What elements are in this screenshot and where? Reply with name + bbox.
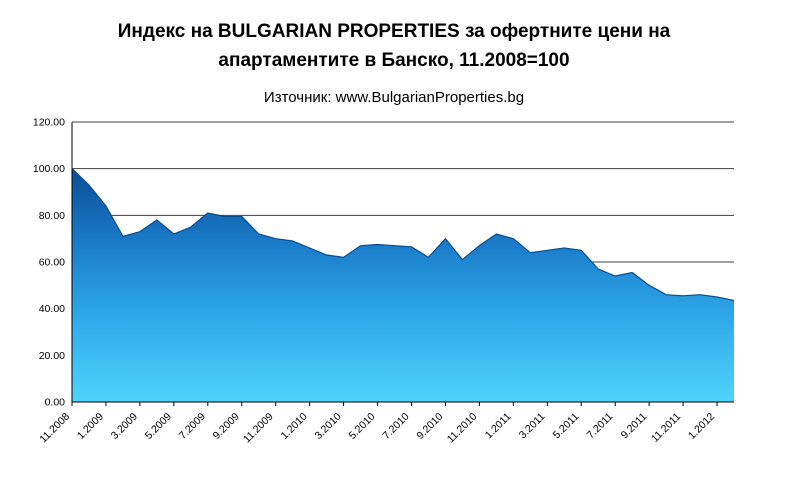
x-tick-label: 11.2010	[445, 411, 480, 446]
chart-source: Източник: www.BulgarianProperties.bg	[263, 89, 525, 106]
x-tick-label: 9.2010	[414, 411, 445, 442]
x-tick-label: 11.2009	[241, 411, 276, 446]
y-tick-label: 100.00	[33, 163, 65, 175]
x-tick-label: 5.2011	[551, 411, 582, 442]
area-chart: 0.00 20.00 40.00 60.00 80.00 100.00 120.00 11.2…	[33, 117, 735, 446]
area-series	[72, 168, 734, 402]
y-tick-label: 40.00	[39, 303, 65, 315]
x-tick-label: 9.2009	[211, 411, 242, 442]
y-tick-label: 60.00	[39, 257, 65, 269]
x-tick-label: 1.2012	[686, 411, 717, 442]
x-tick-label: 3.2009	[109, 411, 140, 442]
x-tick-label: 5.2010	[346, 411, 377, 442]
y-tick-label: 80.00	[39, 210, 65, 222]
x-tick-label: 1.2010	[279, 411, 310, 442]
chart-title: Индекс на BULGARIAN PROPERTIES за офертн…	[117, 21, 671, 71]
x-tick-label: 3.2011	[517, 411, 548, 442]
x-tick-label: 7.2010	[380, 411, 411, 442]
x-tick-label: 5.2009	[143, 411, 174, 442]
y-tick-label: 120.00	[33, 117, 65, 129]
y-tick-label: 0.00	[45, 397, 66, 409]
chart-area: 0.00 20.00 40.00 60.00 80.00 100.00 120.00 11.2…	[0, 112, 788, 469]
x-tick-label: 7.2009	[177, 411, 208, 442]
x-tick-label: 11.2011	[649, 411, 683, 445]
x-tick-label: 3.2010	[313, 411, 344, 442]
x-tick-label: 1.2011	[483, 411, 514, 442]
x-tick-label: 9.2011	[619, 411, 650, 442]
series-line	[71, 168, 735, 302]
y-tick-label: 20.00	[39, 350, 65, 362]
x-tick-label: 1.2009	[75, 411, 106, 442]
x-tick-label: 7.2011	[585, 411, 616, 442]
x-tick-label: 11.2008	[37, 411, 72, 446]
